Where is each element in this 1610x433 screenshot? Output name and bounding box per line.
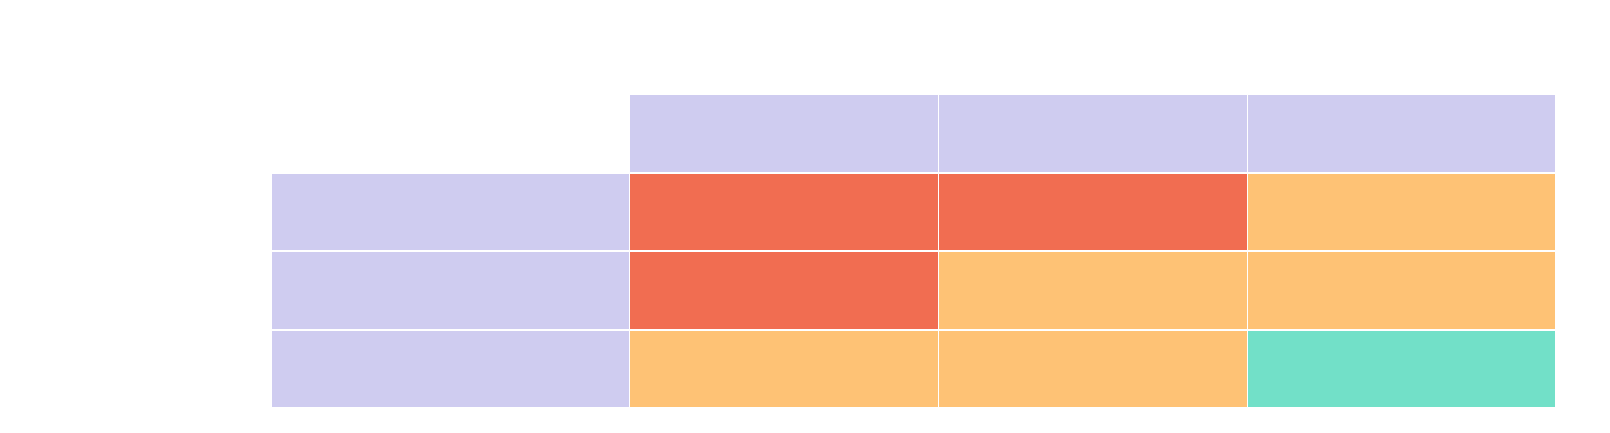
row-header-2 [272, 252, 629, 329]
matrix-cell-1-3-medium [1248, 174, 1555, 250]
column-header-2 [939, 95, 1247, 172]
matrix-cell-1-2-high [939, 174, 1247, 250]
matrix-cell-3-2-medium [939, 331, 1247, 407]
row-header-3 [272, 331, 629, 407]
matrix-cell-3-1-medium [630, 331, 938, 407]
matrix-cell-2-3-medium [1248, 252, 1555, 329]
matrix-cell-1-1-high [630, 174, 938, 250]
column-header-1 [630, 95, 938, 172]
matrix-cell-2-1-high [630, 252, 938, 329]
column-header-3 [1248, 95, 1555, 172]
matrix-cell-3-3-low [1248, 331, 1555, 407]
row-header-1 [272, 174, 629, 250]
matrix-cell-2-2-medium [939, 252, 1247, 329]
